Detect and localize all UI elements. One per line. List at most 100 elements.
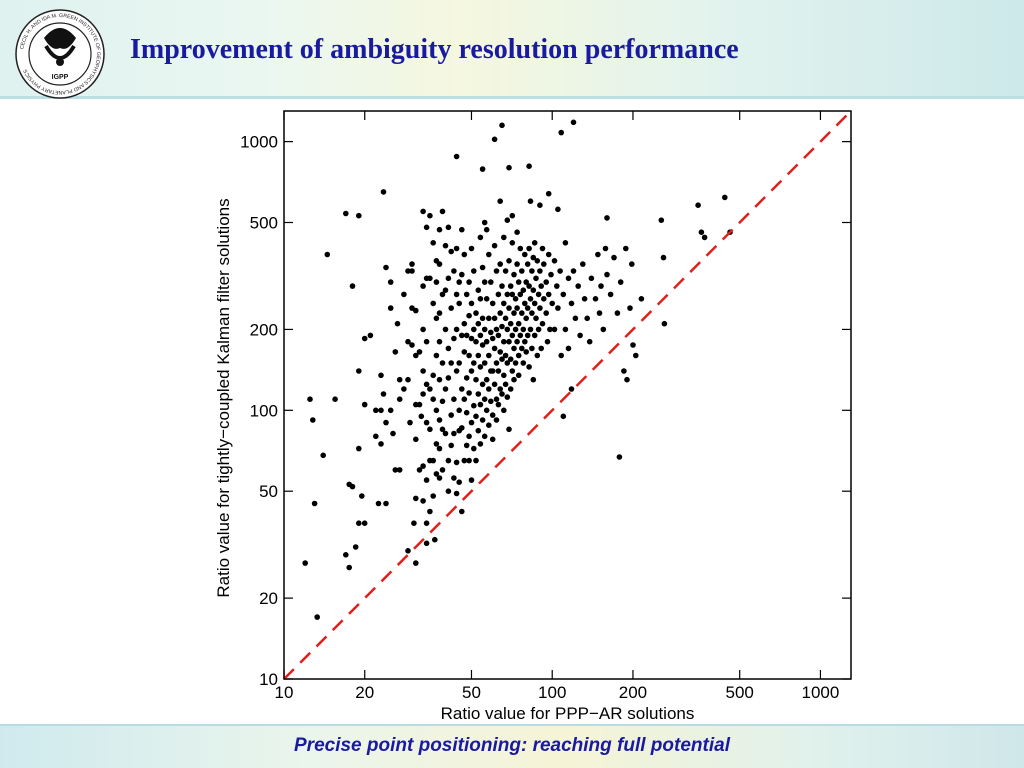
data-point-177 [468,477,475,483]
data-point-119 [442,386,449,392]
slide-title: Improvement of ambiguity resolution perf… [130,34,739,65]
data-point-114 [439,426,446,433]
data-point-166 [466,279,472,285]
data-point-312 [524,261,531,267]
data-point-203 [479,381,486,388]
data-point-178 [471,268,477,274]
data-point-69 [420,326,426,333]
data-point-336 [535,326,542,333]
data-point-272 [506,426,512,433]
data-point-281 [509,368,516,374]
data-point-117 [442,287,449,294]
data-point-318 [526,364,532,370]
data-point-345 [541,296,547,302]
data-point-63 [416,349,423,355]
data-point-83 [427,275,433,282]
data-point-27 [378,407,384,414]
data-point-88 [430,240,437,246]
data-point-176 [468,419,475,426]
data-point-338 [537,268,543,274]
data-point-363 [560,291,567,298]
data-point-67 [420,208,426,215]
data-point-264 [504,291,511,298]
data-point-7 [332,396,338,403]
data-point-362 [558,352,564,359]
data-point-53 [409,268,415,274]
data-point-247 [497,349,504,355]
data-point-96 [433,279,440,285]
data-point-260 [502,315,509,322]
data-point-76 [423,338,430,345]
data-point-84 [427,386,433,392]
data-point-64 [416,401,423,408]
data-point-323 [529,310,535,316]
data-point-190 [475,352,482,359]
data-point-314 [524,332,531,339]
data-point-395 [623,245,629,252]
data-point-308 [522,338,528,345]
data-point-120 [442,430,449,437]
data-point-302 [519,345,525,352]
data-point-334 [534,352,541,359]
data-point-274 [507,320,514,327]
data-point-1 [307,396,313,403]
data-point-170 [466,433,472,440]
data-point-142 [453,459,460,466]
data-point-199 [479,166,486,172]
data-point-406 [698,229,705,235]
data-point-245 [497,261,504,267]
data-point-391 [614,310,621,316]
slide-header [0,0,1024,98]
data-point-32 [383,264,389,271]
data-point-91 [430,396,437,403]
data-point-387 [604,215,610,221]
data-point-368 [565,345,572,352]
data-point-189 [475,320,482,327]
data-point-194 [477,296,484,302]
data-point-254 [501,234,507,241]
data-point-361 [558,129,564,136]
data-point-130 [448,412,455,418]
data-point-218 [486,352,492,359]
data-point-209 [481,396,488,403]
data-point-270 [506,305,512,311]
data-point-349 [545,190,552,197]
data-point-235 [493,268,500,274]
data-point-389 [607,291,614,298]
data-point-304 [520,326,527,333]
data-point-289 [514,229,520,235]
data-point-65 [416,467,423,473]
data-point-351 [545,291,552,298]
data-point-174 [468,335,475,342]
data-point-116 [442,242,449,249]
data-point-162 [463,332,470,339]
data-point-60 [413,436,419,443]
data-point-399 [630,342,636,348]
data-point-315 [526,163,532,169]
data-point-100 [433,441,440,447]
data-point-243 [495,401,502,408]
data-point-383 [596,310,603,316]
data-point-237 [493,360,500,366]
data-point-231 [491,242,498,249]
data-point-45 [401,291,407,298]
data-point-233 [491,345,498,352]
data-point-188 [475,287,482,294]
data-point-256 [501,338,507,345]
data-point-107 [436,417,443,423]
data-point-221 [488,279,494,285]
data-point-108 [436,445,443,452]
data-point-195 [477,332,484,339]
data-point-255 [501,300,507,307]
data-point-380 [588,275,595,282]
data-point-350 [545,251,552,258]
data-point-295 [515,352,522,359]
data-point-232 [491,315,498,322]
data-point-198 [477,441,484,447]
data-point-25 [373,433,379,440]
data-point-329 [531,300,538,307]
data-point-99 [433,407,440,414]
data-point-31 [380,391,387,397]
data-point-49 [405,376,411,383]
data-point-288 [512,360,519,366]
